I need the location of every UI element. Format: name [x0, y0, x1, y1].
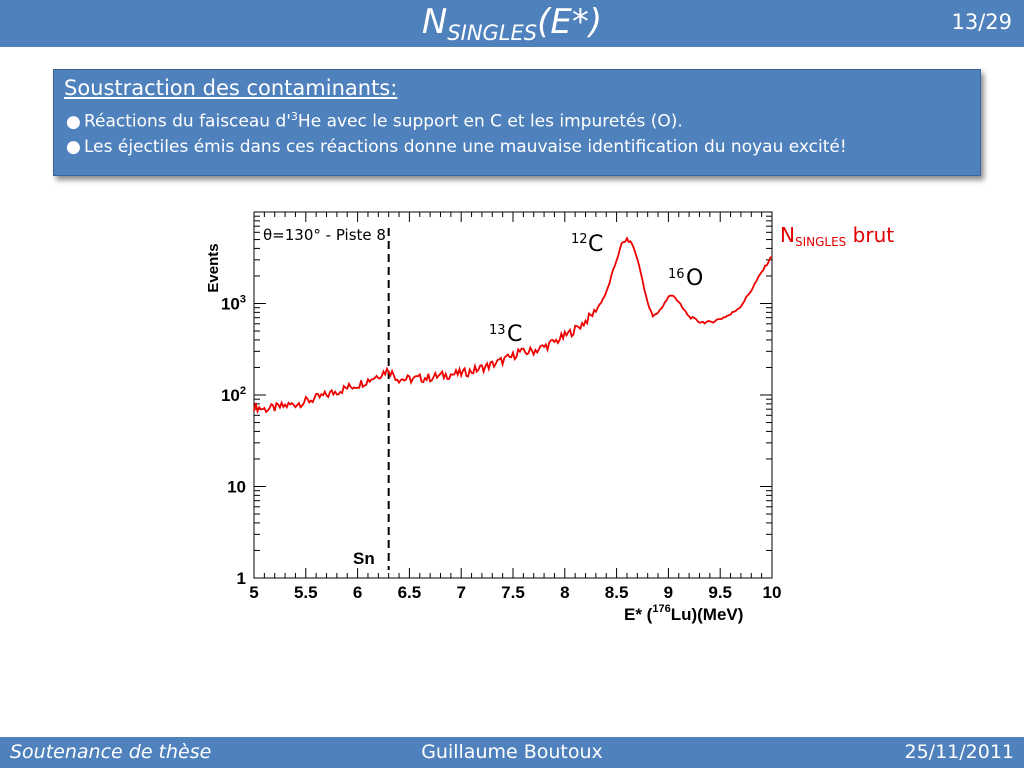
x-tick-label: 7	[456, 583, 465, 602]
bullet-2-text: Les éjectiles émis dans ces réactions do…	[84, 137, 847, 157]
x-tick-label: 8	[560, 583, 569, 602]
y-tick-label: 103	[221, 294, 246, 314]
bullet-1-post: He avec le support en C et les impuretés…	[297, 111, 683, 132]
footer-event: Soutenance de thèse	[10, 741, 212, 763]
title-tail: (E*)	[537, 2, 603, 42]
y-tick-labels: 1 10 102 103	[221, 294, 246, 589]
x-tick-label: 9	[664, 583, 673, 602]
series-nsingles-brut	[253, 236, 773, 415]
bullet-1: ● Réactions du faisceau d'3He avec le sup…	[66, 110, 683, 132]
y-tick-label: 10	[227, 478, 246, 497]
x-axis-label: E* (176Lu)(MeV)	[624, 603, 743, 624]
y-axis-label: Events	[205, 243, 222, 292]
x-tick-label: 6.5	[398, 583, 422, 602]
y-tick-label: 102	[221, 385, 246, 405]
peak-label-12c: 12C	[571, 232, 603, 257]
bullet-1-pre: Réactions du faisceau d'	[84, 111, 291, 132]
bullet-dot: ●	[66, 137, 81, 157]
footer-date: 25/11/2011	[904, 741, 1014, 763]
axis-ticks	[253, 212, 773, 579]
x-tick-label: 5	[249, 583, 258, 602]
peak-label-13c: 13C	[489, 322, 522, 347]
x-tick-label: 6	[353, 583, 362, 602]
x-tick-label: 9.5	[708, 583, 732, 602]
box-heading: Soustraction des contaminants:	[64, 76, 398, 100]
title-bar: NSINGLES(E*) 13/29	[0, 0, 1024, 47]
page-number: 13/29	[951, 10, 1012, 34]
plot-frame	[253, 211, 773, 579]
bullet-2: ● Les éjectiles émis dans ces réactions d…	[66, 137, 847, 157]
x-tick-labels: 5 5.5 6 6.5 7 7.5 8 8.5 9 9.5 10	[249, 583, 781, 602]
bullet-dot: ●	[66, 111, 81, 132]
x-tick-label: 5.5	[294, 583, 318, 602]
legend-nsingles-brut: NSINGLES brut	[780, 223, 894, 249]
sn-label: Sn	[353, 549, 375, 568]
theta-label: θ=130° - Piste 8	[263, 226, 386, 244]
x-tick-label: 7.5	[501, 583, 525, 602]
peak-label-16o: 16O	[668, 266, 703, 291]
x-tick-label: 10	[763, 583, 782, 602]
x-tick-label: 8.5	[605, 583, 629, 602]
y-tick-label: 1	[237, 569, 246, 588]
title-main: N	[421, 2, 448, 42]
slide-title: NSINGLES(E*)	[0, 2, 1024, 45]
footer-author: Guillaume Boutoux	[421, 741, 603, 763]
bullet-1-sup: 3	[290, 110, 298, 123]
title-subscript: SINGLES	[447, 21, 538, 45]
info-box: Soustraction des contaminants: ● Réaction…	[53, 69, 981, 176]
footer-bar: Soutenance de thèse Guillaume Boutoux 25…	[0, 737, 1024, 768]
